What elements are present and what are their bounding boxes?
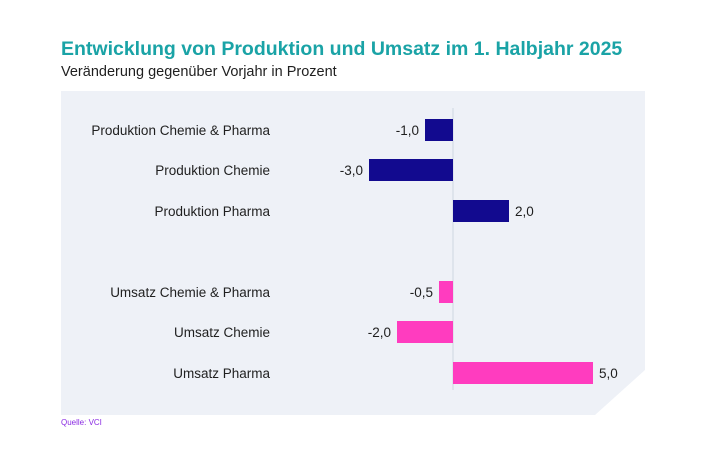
bar-umsatz-chemie bbox=[397, 321, 453, 343]
category-label-umsatz-chemie: Umsatz Chemie bbox=[174, 325, 270, 340]
category-label-produktion-chemie-und-pharma: Produktion Chemie & Pharma bbox=[91, 123, 270, 138]
value-label-produktion-chemie-und-pharma: -1,0 bbox=[396, 123, 419, 138]
bar-umsatz-chemie-und-pharma bbox=[439, 281, 453, 303]
category-label-umsatz-chemie-und-pharma: Umsatz Chemie & Pharma bbox=[110, 285, 270, 300]
value-label-umsatz-chemie: -2,0 bbox=[368, 325, 391, 340]
value-label-umsatz-chemie-und-pharma: -0,5 bbox=[410, 285, 433, 300]
bar-produktion-chemie-und-pharma bbox=[425, 119, 453, 141]
bar-umsatz-pharma bbox=[453, 362, 593, 384]
bar-produktion-chemie bbox=[369, 159, 453, 181]
bars-layer: Produktion Chemie & Pharma -1,0 Produktion… bbox=[91, 119, 618, 384]
value-label-produktion-chemie: -3,0 bbox=[340, 163, 363, 178]
chart-panel bbox=[61, 91, 645, 415]
category-label-umsatz-pharma: Umsatz Pharma bbox=[173, 366, 270, 381]
value-label-produktion-pharma: 2,0 bbox=[515, 204, 534, 219]
source-note: Quelle: VCI bbox=[61, 418, 102, 427]
value-label-umsatz-pharma: 5,0 bbox=[599, 366, 618, 381]
category-label-produktion-pharma: Produktion Pharma bbox=[154, 204, 270, 219]
category-label-produktion-chemie: Produktion Chemie bbox=[155, 163, 270, 178]
chart-subtitle: Veränderung gegenüber Vorjahr in Prozent bbox=[61, 64, 337, 80]
bar-produktion-pharma bbox=[453, 200, 509, 222]
chart-title: Entwicklung von Produktion und Umsatz im… bbox=[61, 38, 623, 60]
